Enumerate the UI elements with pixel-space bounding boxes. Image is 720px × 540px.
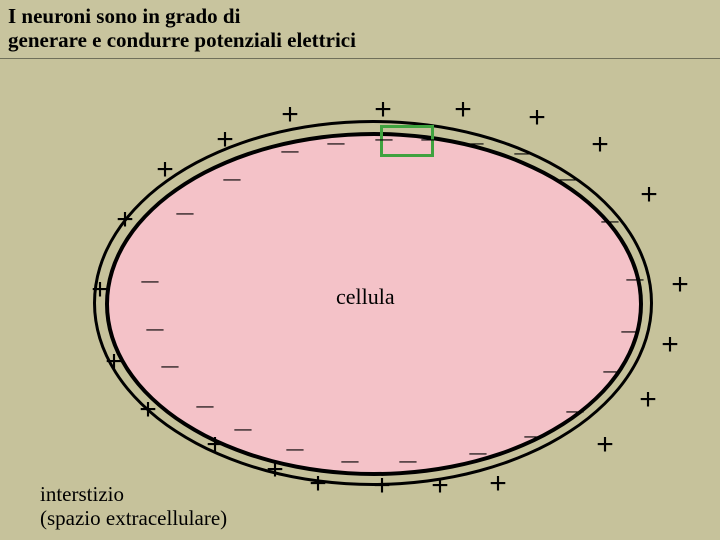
plus-symbol: + bbox=[373, 469, 391, 503]
minus-symbol: _ bbox=[627, 251, 644, 285]
plus-symbol: + bbox=[639, 383, 657, 417]
plus-symbol: + bbox=[591, 128, 609, 162]
minus-symbol: _ bbox=[376, 111, 393, 145]
minus-symbol: _ bbox=[470, 425, 487, 459]
plus-symbol: + bbox=[489, 467, 507, 501]
minus-symbol: _ bbox=[604, 343, 621, 377]
minus-symbol: _ bbox=[147, 301, 164, 335]
minus-symbol: _ bbox=[622, 303, 639, 337]
title-line1: I neuroni sono in grado di bbox=[8, 4, 240, 28]
title-line2: generare e condurre potenziali elettrici bbox=[8, 28, 356, 52]
minus-symbol: _ bbox=[515, 125, 532, 159]
minus-symbol: _ bbox=[282, 123, 299, 157]
minus-symbol: _ bbox=[400, 433, 417, 467]
minus-symbol: _ bbox=[602, 193, 619, 227]
plus-symbol: + bbox=[116, 203, 134, 237]
plus-symbol: + bbox=[139, 393, 157, 427]
plus-symbol: + bbox=[91, 273, 109, 307]
plus-symbol: + bbox=[266, 453, 284, 487]
minus-symbol: _ bbox=[224, 151, 241, 185]
minus-symbol: _ bbox=[422, 111, 439, 145]
minus-symbol: _ bbox=[197, 378, 214, 412]
plus-symbol: + bbox=[431, 469, 449, 503]
minus-symbol: _ bbox=[287, 421, 304, 455]
plus-symbol: + bbox=[596, 428, 614, 462]
plus-symbol: + bbox=[640, 178, 658, 212]
minus-symbol: _ bbox=[235, 401, 252, 435]
plus-symbol: + bbox=[105, 345, 123, 379]
minus-symbol: _ bbox=[525, 408, 542, 442]
plus-symbol: + bbox=[206, 428, 224, 462]
minus-symbol: _ bbox=[142, 253, 159, 287]
plus-symbol: + bbox=[661, 328, 679, 362]
plus-symbol: + bbox=[671, 268, 689, 302]
label-interstizio-line2: (spazio extracellulare) bbox=[40, 506, 227, 530]
minus-symbol: _ bbox=[467, 115, 484, 149]
minus-symbol: _ bbox=[567, 383, 584, 417]
minus-symbol: _ bbox=[328, 115, 345, 149]
minus-symbol: _ bbox=[177, 185, 194, 219]
label-interstizio: interstizio (spazio extracellulare) bbox=[40, 482, 227, 530]
minus-symbol: _ bbox=[560, 151, 577, 185]
label-cellula: cellula bbox=[336, 284, 395, 310]
minus-symbol: _ bbox=[162, 338, 179, 372]
cell-diagram: cellula interstizio (spazio extracellula… bbox=[0, 70, 720, 540]
label-interstizio-line1: interstizio bbox=[40, 482, 124, 506]
plus-symbol: + bbox=[309, 467, 327, 501]
minus-symbol: _ bbox=[342, 433, 359, 467]
title-bar: I neuroni sono in grado di generare e co… bbox=[0, 0, 720, 59]
plus-symbol: + bbox=[156, 153, 174, 187]
